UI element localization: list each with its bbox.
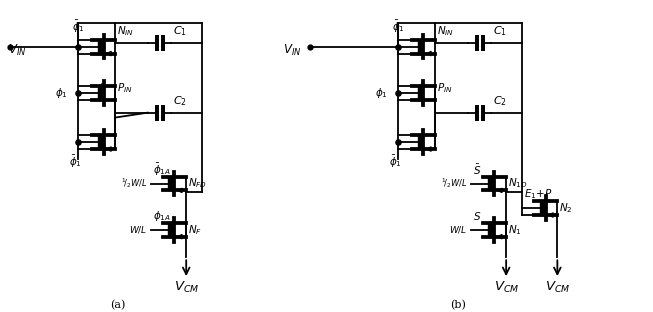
Text: $\bar{\phi}_1$: $\bar{\phi}_1$ bbox=[389, 154, 402, 170]
Text: $N_1$: $N_1$ bbox=[508, 223, 522, 237]
Text: $C_1$: $C_1$ bbox=[174, 24, 187, 38]
Text: $N_2$: $N_2$ bbox=[560, 201, 573, 215]
Text: $P_{IN}$: $P_{IN}$ bbox=[438, 81, 453, 95]
Text: $\bar{\phi}_{1A}$: $\bar{\phi}_{1A}$ bbox=[153, 162, 171, 178]
Text: $V_{IN}$: $V_{IN}$ bbox=[8, 43, 27, 58]
Text: $^{1}\!/_{2}W/L$: $^{1}\!/_{2}W/L$ bbox=[441, 177, 468, 190]
Text: $E_1\!+\!P$: $E_1\!+\!P$ bbox=[524, 188, 553, 201]
Text: $^{1}\!/_{2}W/L$: $^{1}\!/_{2}W/L$ bbox=[121, 177, 148, 190]
Text: $V_{CM}$: $V_{CM}$ bbox=[545, 280, 570, 295]
Text: $N_{IN}$: $N_{IN}$ bbox=[118, 24, 135, 38]
Text: $C_2$: $C_2$ bbox=[494, 94, 507, 108]
Text: $C_2$: $C_2$ bbox=[174, 94, 187, 108]
Text: $V_{CM}$: $V_{CM}$ bbox=[494, 280, 518, 295]
Text: (a): (a) bbox=[110, 300, 126, 310]
Text: (b): (b) bbox=[450, 300, 466, 310]
Text: $N_F$: $N_F$ bbox=[188, 223, 202, 237]
Text: $P_{IN}$: $P_{IN}$ bbox=[118, 81, 133, 95]
Text: $\phi_1$: $\phi_1$ bbox=[375, 86, 387, 100]
Text: $V_{IN}$: $V_{IN}$ bbox=[283, 43, 301, 58]
Text: $\bar{\phi}_1$: $\bar{\phi}_1$ bbox=[392, 19, 406, 35]
Text: $C_1$: $C_1$ bbox=[494, 24, 507, 38]
Text: $\bar{S}$: $\bar{S}$ bbox=[473, 163, 481, 177]
Text: $V_{CM}$: $V_{CM}$ bbox=[174, 280, 199, 295]
Text: $W/L$: $W/L$ bbox=[449, 224, 468, 235]
Text: $N_{FD}$: $N_{FD}$ bbox=[188, 177, 208, 190]
Text: $W/L$: $W/L$ bbox=[129, 224, 148, 235]
Text: $\phi_1$: $\phi_1$ bbox=[55, 86, 68, 100]
Text: $N_{1D}$: $N_{1D}$ bbox=[508, 177, 528, 190]
Text: $\bar{\phi}_1$: $\bar{\phi}_1$ bbox=[69, 154, 82, 170]
Text: $S$: $S$ bbox=[473, 210, 481, 222]
Text: $\bar{\phi}_1$: $\bar{\phi}_1$ bbox=[72, 19, 86, 35]
Text: $N_{IN}$: $N_{IN}$ bbox=[438, 24, 454, 38]
Text: $\phi_{1A}$: $\phi_{1A}$ bbox=[153, 209, 170, 223]
